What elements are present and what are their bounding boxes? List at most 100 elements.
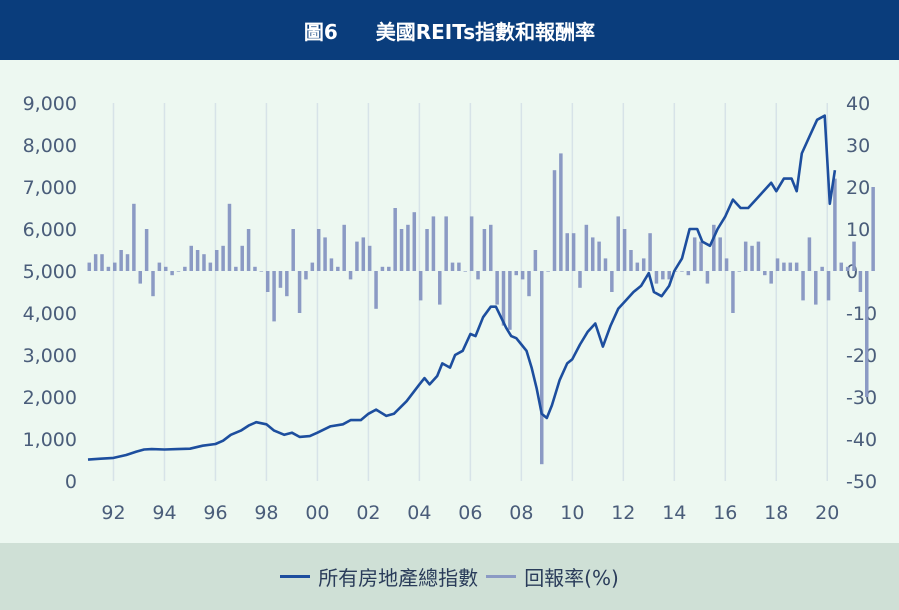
return-bar (750, 245, 754, 271)
return-bar (291, 229, 295, 271)
return-bar (93, 254, 98, 271)
return-bar (705, 271, 710, 284)
x-tick-label: 00 (305, 502, 329, 524)
return-bar (769, 271, 773, 284)
plot-area: 92 94 96 98 00 02 04 06 08 10 12 14 16 18 20 0 1,000 2,00… (0, 60, 899, 543)
y-left-tick-label: 7,000 (23, 177, 77, 199)
return-bar (508, 271, 512, 330)
return-bar (125, 254, 130, 271)
return-bar (406, 224, 410, 271)
x-tick-label: 16 (713, 502, 737, 524)
return-bar (680, 271, 684, 272)
return-bar (438, 271, 442, 305)
return-bar (820, 266, 824, 271)
return-bar (113, 262, 117, 271)
return-bar (425, 229, 429, 271)
return-bar (304, 271, 308, 280)
y-left-tick-label: 2,000 (23, 387, 77, 409)
return-bar (482, 229, 487, 271)
return-bar (285, 271, 289, 297)
y-left-tick-label: 6,000 (23, 219, 77, 241)
return-bar (144, 229, 149, 271)
y-right-tick-label: 40 (846, 93, 870, 115)
return-bar (559, 153, 563, 271)
return-bar (457, 262, 461, 271)
y-right-tick-label: -40 (846, 429, 877, 451)
return-bar (654, 271, 659, 284)
return-bar (418, 271, 423, 301)
return-bar (610, 271, 614, 292)
return-bar (546, 271, 550, 272)
return-bar (119, 250, 123, 271)
y-right-tick-label: -30 (846, 387, 877, 409)
return-bar (489, 224, 493, 271)
chart-title-bar: 圖6 美國REITs指數和報酬率 (0, 0, 899, 60)
return-bar (431, 216, 436, 271)
return-bar (501, 271, 506, 326)
return-bar (845, 266, 850, 271)
return-bar (399, 229, 404, 271)
y-right-tick-label: 0 (846, 261, 858, 283)
return-bar (571, 233, 576, 271)
x-tick-label: 10 (560, 502, 584, 524)
return-bar (450, 262, 455, 271)
return-bar (539, 271, 544, 465)
return-bar (234, 266, 238, 271)
return-bar (648, 233, 652, 271)
return-bar (329, 258, 334, 271)
return-bar (858, 271, 863, 292)
return-bar (253, 266, 257, 271)
x-tick-label: 08 (509, 502, 533, 524)
return-bar (731, 271, 735, 313)
return-bar (578, 271, 582, 288)
return-bar (367, 245, 372, 271)
legend-item-index: 所有房地產總指數 (280, 562, 478, 591)
return-bar (336, 266, 340, 271)
return-bar (227, 203, 232, 271)
return-bar (310, 262, 315, 271)
legend: 所有房地產總指數 回報率(%) (0, 543, 899, 610)
legend-swatch-return (486, 575, 517, 578)
return-bar (393, 208, 397, 271)
return-bar (412, 212, 417, 271)
return-bar (387, 266, 391, 271)
legend-label-index: 所有房地產總指數 (318, 566, 479, 590)
return-bar (157, 262, 162, 271)
y-right-tick-label: 20 (846, 177, 870, 199)
return-bar (597, 241, 601, 271)
return-bar (763, 271, 767, 276)
x-tick-label: 02 (356, 502, 380, 524)
return-bar (323, 237, 327, 271)
x-tick-label: 18 (764, 502, 788, 524)
return-bar (106, 266, 111, 271)
reits-chart: 92 94 96 98 00 02 04 06 08 10 12 14 16 18 20 0 1,000 2,00… (23, 93, 877, 524)
return-bar (469, 216, 474, 271)
return-bar (565, 233, 569, 271)
return-bar (272, 271, 276, 322)
return-bar (584, 224, 589, 271)
return-bar (278, 271, 283, 288)
return-bar (444, 216, 448, 271)
return-bar (629, 250, 633, 271)
return-bar (603, 258, 608, 271)
return-bar (316, 229, 321, 271)
return-bar (686, 271, 691, 276)
return-bar (807, 237, 812, 271)
return-bar (852, 241, 856, 271)
return-bar (374, 271, 378, 309)
y-left-tick-label: 9,000 (23, 93, 77, 115)
legend-item-return: 回報率(%) (486, 562, 619, 591)
y-left-tick-label: 0 (65, 471, 77, 493)
y-right-tick-label: 10 (846, 219, 870, 241)
return-bar (87, 262, 92, 271)
x-tick-label: 94 (152, 502, 176, 524)
x-tick-label: 20 (815, 502, 839, 524)
return-bar (476, 271, 480, 280)
return-bar (775, 258, 780, 271)
return-bar (348, 271, 353, 280)
legend-label-return: 回報率(%) (524, 566, 619, 590)
return-bar (163, 266, 168, 271)
return-bar (782, 262, 786, 271)
return-bar (170, 271, 174, 276)
return-bar (527, 271, 531, 297)
